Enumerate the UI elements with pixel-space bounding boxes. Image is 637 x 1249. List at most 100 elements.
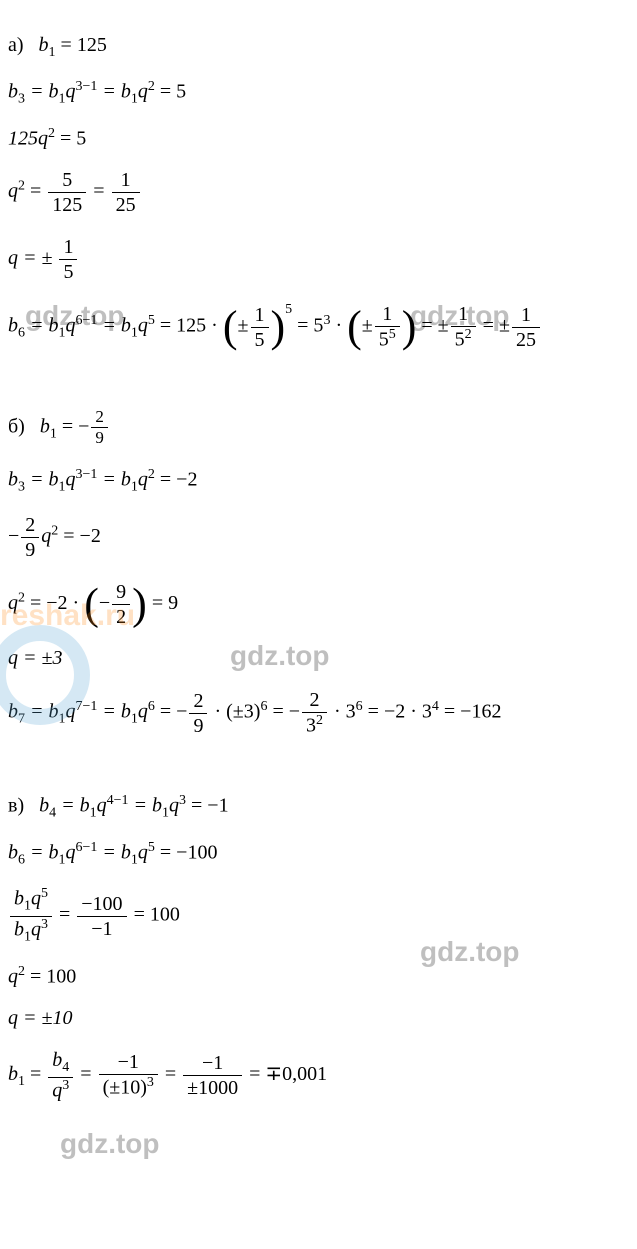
math-sup: 6−1 (76, 313, 98, 328)
math-text: = b (97, 315, 131, 337)
numerator: 5 (48, 168, 86, 193)
math-text: q (97, 795, 107, 817)
math-sup: 3 (179, 793, 186, 808)
numerator: −100 (77, 892, 126, 917)
denominator: 52 (451, 327, 476, 352)
math-text: = ± (416, 315, 448, 337)
numerator: 1 (512, 303, 540, 328)
denominator: (±10)3 (99, 1075, 158, 1100)
math-text: ± (238, 315, 249, 337)
denominator: −1 (77, 917, 126, 941)
math-text: q (8, 593, 18, 615)
denominator: 9 (189, 714, 207, 738)
part-c-line6: b1 = b4 q3 = −1(±10)3 = −1±1000 = ∓0,001 (8, 1048, 629, 1102)
numerator: 2 (21, 513, 39, 538)
fraction: 5125 (48, 168, 86, 217)
math-sub: 1 (50, 426, 57, 441)
math-sub: 6 (18, 852, 25, 867)
math-sub: 1 (59, 326, 66, 341)
fraction: 29 (21, 513, 39, 562)
math-sup: 7−1 (76, 699, 98, 714)
denominator: ±1000 (183, 1076, 242, 1100)
math-text: b (8, 315, 18, 337)
numerator: −1 (99, 1050, 158, 1075)
part-a-line3: 125q2 = 5 (8, 126, 629, 151)
math-text: = b (56, 795, 90, 817)
math-text: q (8, 966, 18, 988)
math-text: q = ±10 (8, 1007, 72, 1029)
denominator: 125 (48, 193, 86, 217)
math-sub: 1 (59, 712, 66, 727)
part-c-line1: в) b4 = b1q4−1 = b1q3 = −1 (8, 793, 629, 822)
denominator: 25 (112, 193, 140, 217)
part-a-line2: b3 = b1q3−1 = b1q2 = 5 (8, 79, 629, 108)
math-text: b (40, 415, 50, 437)
fraction: 15 (251, 303, 269, 352)
math-text: = b (25, 315, 59, 337)
math-sub: 1 (49, 45, 56, 60)
paren-open: ( (347, 302, 362, 351)
math-text: b (39, 34, 49, 56)
part-b-line2: b3 = b1q3−1 = b1q2 = −2 (8, 467, 629, 496)
math-sub: 7 (18, 712, 25, 727)
part-label: б) (8, 415, 25, 437)
math-text: = (80, 1063, 96, 1085)
part-label: а) (8, 34, 24, 56)
math-text: − (8, 526, 19, 548)
math-text: = − (267, 701, 300, 723)
math-text: q (66, 701, 76, 723)
math-text: ± (362, 315, 373, 337)
part-b-line4: q2 = −2 · (−92) = 9 (8, 580, 629, 629)
math-sub: 1 (131, 712, 138, 727)
numerator: 1 (451, 302, 476, 327)
part-b-line6: b7 = b1q7−1 = b1q6 = −29 · (±3)6 = −232 … (8, 688, 629, 738)
math-sup: 6 (356, 699, 363, 714)
math-sup: 4−1 (107, 793, 129, 808)
fraction: 29 (91, 407, 108, 449)
math-text: q (138, 315, 148, 337)
math-text: q (66, 315, 76, 337)
paren-open: ( (84, 580, 99, 629)
math-text: b (8, 841, 18, 863)
math-sup: 3−1 (76, 467, 98, 482)
part-c-line5: q = ±10 (8, 1007, 629, 1030)
math-sub: 3 (18, 479, 25, 494)
math-text: = 5 (155, 81, 186, 103)
math-text: = (25, 1063, 46, 1085)
math-sub: 1 (162, 806, 169, 821)
math-sub: 1 (59, 92, 66, 107)
fraction: 155 (375, 302, 400, 352)
math-text: = b (97, 701, 131, 723)
math-sub: 1 (18, 1074, 25, 1089)
part-b-line3: −29q2 = −2 (8, 513, 629, 562)
numerator: b4 (48, 1048, 73, 1078)
numerator: 1 (112, 168, 140, 193)
math-text: = b (129, 795, 163, 817)
math-sup: 2 (18, 179, 25, 194)
math-text: = 125 (56, 34, 107, 56)
math-sup: 2 (18, 964, 25, 979)
math-text: = 9 (147, 593, 178, 615)
numerator: 1 (251, 303, 269, 328)
math-text: = 100 (25, 966, 76, 988)
math-text: = −1 (186, 795, 229, 817)
math-text: q (66, 81, 76, 103)
numerator: 9 (112, 580, 130, 605)
denominator: 55 (375, 327, 400, 352)
math-text: q (138, 81, 148, 103)
denominator: 25 (512, 328, 540, 352)
math-text: q (41, 526, 51, 548)
numerator: 2 (91, 407, 108, 428)
math-text: = −2 (155, 468, 198, 490)
math-sup: 2 (18, 591, 25, 606)
math-text: · (±3) (209, 701, 260, 723)
math-text: q (138, 468, 148, 490)
math-sup: 2 (148, 467, 155, 482)
part-a-line5: q = ± 15 (8, 235, 629, 284)
part-a-line6: b6 = b1q6−1 = b1q5 = 125 · (±15)5 = 53 ·… (8, 302, 629, 352)
math-text: = ± (478, 315, 510, 337)
paren-open: ( (223, 302, 238, 351)
math-text: q = ±3 (8, 647, 62, 669)
fraction: −1±1000 (183, 1051, 242, 1100)
numerator: 2 (302, 688, 327, 713)
